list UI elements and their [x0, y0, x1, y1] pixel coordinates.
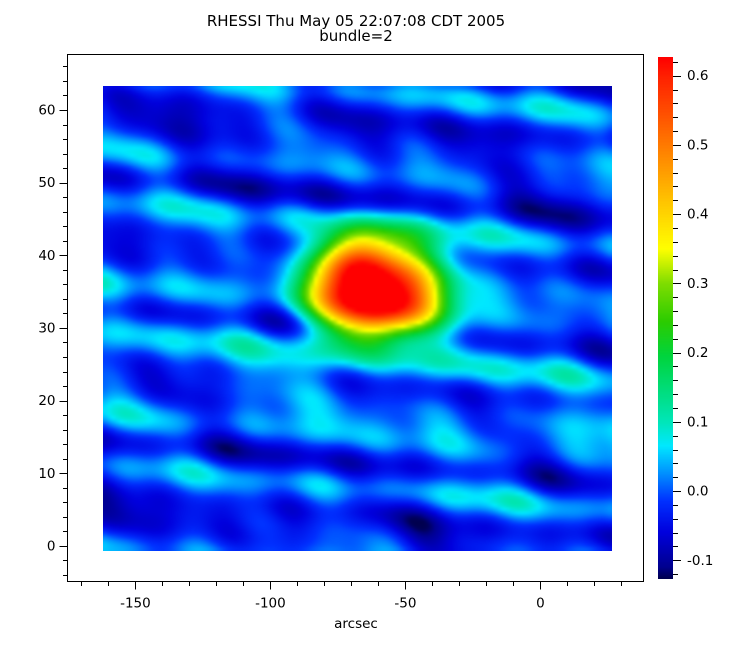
y-tick-label: 10 — [38, 466, 55, 482]
colorbar-tick-label: 0.0 — [687, 484, 708, 500]
plot-frame — [67, 54, 644, 582]
y-tick-label: 30 — [38, 320, 55, 336]
y-tick-label: 40 — [38, 248, 55, 264]
x-tick-label: -150 — [120, 596, 151, 612]
colorbar-tick-label: 0.5 — [687, 137, 708, 153]
colorbar-tick-label: 0.1 — [687, 414, 708, 430]
plot-title: RHESSI Thu May 05 22:07:08 CDT 2005 — [206, 12, 506, 30]
y-tick-label: 60 — [38, 102, 55, 118]
y-tick-label: 0 — [47, 538, 56, 554]
x-tick-label: -50 — [394, 596, 416, 612]
plot-subtitle: bundle=2 — [319, 27, 393, 45]
x-axis-label: arcsec — [334, 616, 378, 632]
colorbar-tick-label: -0.1 — [687, 553, 713, 569]
colorbar-tick-label: 0.3 — [687, 276, 708, 292]
x-tick-label: 0 — [536, 596, 545, 612]
x-tick-label: -100 — [255, 596, 286, 612]
y-tick-label: 50 — [38, 175, 55, 191]
colorbar-tick-label: 0.2 — [687, 345, 708, 361]
y-tick-label: 20 — [38, 393, 55, 409]
colorbar-tick-label: 0.6 — [687, 68, 708, 84]
heatmap-image — [103, 86, 612, 551]
colorbar-gradient — [658, 57, 673, 579]
colorbar-tick-label: 0.4 — [687, 207, 708, 223]
